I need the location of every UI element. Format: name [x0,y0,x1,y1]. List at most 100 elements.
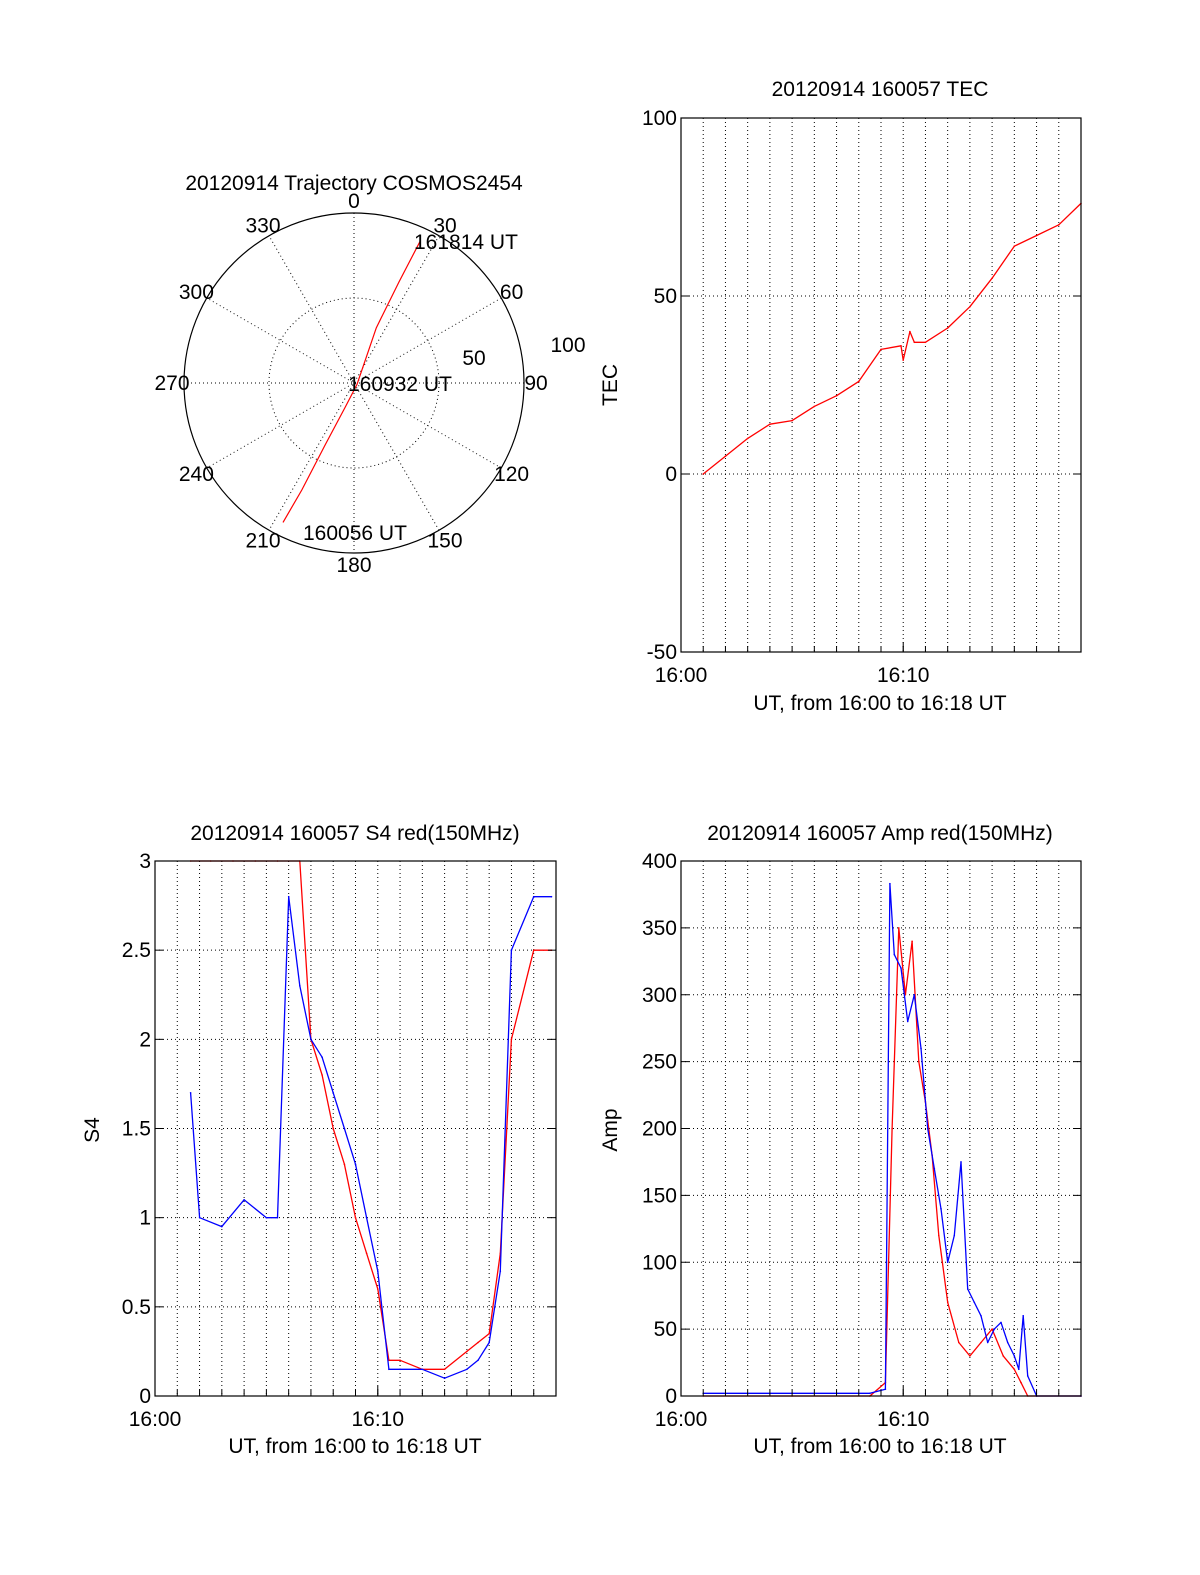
s4-series-1-point-17 [421,1368,424,1371]
amp-ytick-label-100: 100 [642,1251,677,1274]
s4-series-1-point-11 [343,1127,346,1130]
amp-series-0-point-18 [1013,1368,1016,1371]
s4-xlabel: UT, from 16:00 to 16:18 UT [228,1435,481,1458]
tec-series-0-point-8 [880,348,882,351]
tec-series-0-point-13 [924,341,927,344]
amp-series-1-point-25 [1022,1315,1024,1317]
amp-ytick-label-50: 50 [654,1318,677,1341]
tec-ytick-label-0: 0 [665,463,677,486]
polar-azimuth-label-240: 240 [179,463,214,486]
amp-panel: 20120914 160057 Amp red(150MHz) Amp UT, … [599,822,1082,1458]
s4-series-0-point-21 [510,1038,513,1041]
s4-series-0-point-22 [532,949,535,951]
amp-series-1-point-20 [993,1328,996,1330]
amp-series-1-point-17 [973,1301,976,1304]
amp-series-1-point-12 [940,1208,942,1210]
polar-azimuth-label-120: 120 [494,463,529,486]
tec-series-0-point-18 [1035,234,1038,237]
tec-xtick-label-0: 16:00 [655,664,708,687]
s4-series-0-point-19 [488,1332,491,1335]
amp-series-0-point-4 [891,1127,893,1130]
amp-series-1-point-10 [926,1127,929,1130]
polar-azimuth-label-90: 90 [524,372,547,395]
s4-ytick-label-1.5: 1.5 [122,1118,151,1141]
s4-series-1-point-23 [510,949,513,951]
amp-series-1-point-13 [946,1261,949,1264]
tec-xlabel: UT, from 16:00 to 16:18 UT [753,692,1006,715]
amp-series-1-point-16 [966,1288,969,1290]
amp-series-1-point-7 [906,1020,909,1023]
s4-series-0-point-17 [466,1350,468,1353]
s4-series-0-point-14 [399,1359,401,1362]
s4-xtick-label-10: 16:10 [351,1408,404,1431]
s4-series-1-point-15 [388,1368,390,1371]
s4-series-1-point-7 [299,985,301,987]
s4-series-1-point-4 [265,1216,268,1219]
amp-ytick-label-300: 300 [642,984,677,1007]
tec-series-0-point-11 [909,330,911,333]
s4-panel: 20120914 160057 S4 red(150MHz) S4 UT, fr… [81,822,557,1458]
amp-series-0-point-19 [1020,1381,1022,1384]
s4-series-0-point-12 [377,1288,379,1290]
s4-series-1-point-9 [321,1056,323,1058]
s4-series-1-point-22 [499,1270,502,1272]
trajectory-title: 20120914 Trajectory COSMOS2454 [185,172,523,195]
tec-series-0-point-1 [724,455,727,458]
polar-spokes [184,213,524,553]
s4-series-line-1 [189,896,552,1379]
polar-azimuth-label-270: 270 [154,372,189,395]
s4-series-0-point-16 [443,1368,446,1371]
s4-series-0-point-11 [365,1252,368,1255]
s4-series-1-point-13 [365,1216,368,1219]
tec-panel: 20120914 160057 TEC TEC UT, from 16:00 t… [599,78,1082,715]
polar-trajectory-series [282,241,421,523]
amp-series-0-point-5 [898,927,900,929]
amp-series-1-point-15 [960,1161,962,1163]
polar-series-line-0 [282,241,421,523]
s4-series-0-point-18 [477,1341,479,1344]
polar-azimuth-label-300: 300 [179,281,214,304]
amp-xlabel: UT, from 16:00 to 16:18 UT [753,1435,1006,1458]
tec-ylabel: TEC [599,364,622,406]
polar-radial-label-50: 50 [462,347,485,370]
amp-series-1-point-22 [1006,1341,1009,1344]
s4-series-1-point-18 [443,1377,446,1379]
s4-series-1-point-25 [550,895,553,898]
tec-ytick-label-50: 50 [654,285,677,308]
s4-ytick-label-3: 3 [139,850,151,873]
amp-series-0-point-14 [969,1355,971,1357]
amp-ytick-label-0: 0 [665,1385,677,1408]
amp-series-1-point-11 [933,1167,936,1170]
s4-ytick-label-2.5: 2.5 [122,939,151,962]
tec-series-0-point-2 [746,437,749,440]
amp-plot-area: 0 50 100 150 200 250 300 350 400 16:00 16:10 [642,850,1082,1431]
s4-series-0-point-10 [354,1216,357,1219]
polar-azimuth-labels: 0 30 60 90 120 150 180 210 240 270 300 330 [154,190,547,577]
tec-series-0-point-9 [900,345,902,347]
tec-series-0-point-5 [813,405,816,408]
amp-series-1-point-8 [913,994,916,996]
s4-series-1-point-19 [466,1368,468,1371]
tec-series-0-point-10 [902,359,904,361]
s4-series-1-point-0 [189,1092,192,1094]
tec-series-0-point-4 [791,419,793,422]
s4-series-1-point-24 [532,895,535,898]
s4-series-1-point-12 [354,1163,357,1165]
s4-ytick-label-0: 0 [139,1385,151,1408]
amp-series-0-point-15 [980,1341,982,1344]
tec-series-0-point-3 [769,423,771,426]
amp-series-1-point-3 [884,1388,887,1391]
amp-xtick-label-10: 16:10 [877,1408,930,1431]
amp-xtick-label-0: 16:00 [655,1408,708,1431]
s4-series-1-point-21 [488,1341,491,1344]
polar-spoke-30 [268,235,440,531]
s4-series-1-point-5 [276,1216,279,1219]
amp-ytick-label-250: 250 [642,1051,677,1074]
trajectory-mid-time: 160932 UT [348,373,452,396]
polar-azimuth-label-0: 0 [348,190,360,213]
s4-series-1-point-1 [198,1216,201,1219]
amp-series-1-point-19 [986,1341,989,1344]
s4-series-1-point-2 [221,1225,223,1228]
amp-series-1-point-2 [869,1392,871,1395]
s4-ylabel: S4 [81,1117,104,1143]
